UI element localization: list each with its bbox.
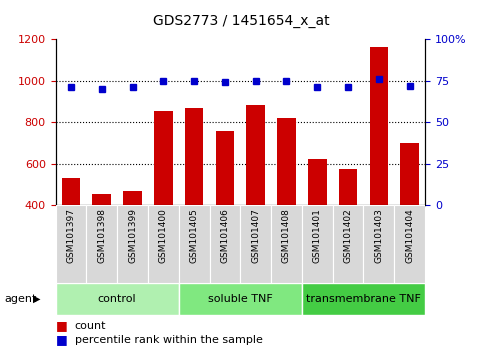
Bar: [215, 131, 234, 205]
Text: count: count: [75, 321, 106, 331]
Text: ■: ■: [56, 319, 67, 332]
Bar: [185, 108, 203, 205]
Text: GDS2773 / 1451654_x_at: GDS2773 / 1451654_x_at: [153, 14, 330, 28]
Text: GSM101408: GSM101408: [282, 209, 291, 263]
Text: ■: ■: [56, 333, 67, 346]
Text: control: control: [98, 294, 136, 304]
Text: ▶: ▶: [32, 294, 40, 304]
Bar: [92, 194, 111, 205]
Bar: [369, 47, 388, 205]
Bar: [271, 205, 302, 283]
Bar: [148, 205, 179, 283]
Text: GSM101400: GSM101400: [159, 209, 168, 263]
Bar: [154, 111, 172, 205]
Text: GSM101398: GSM101398: [97, 209, 106, 263]
Text: GSM101407: GSM101407: [251, 209, 260, 263]
Bar: [210, 205, 240, 283]
Text: GSM101397: GSM101397: [67, 209, 75, 263]
Bar: [308, 159, 327, 205]
Text: GSM101403: GSM101403: [374, 209, 384, 263]
Bar: [246, 105, 265, 205]
Bar: [86, 205, 117, 283]
Bar: [56, 283, 179, 315]
Text: transmembrane TNF: transmembrane TNF: [306, 294, 421, 304]
Bar: [364, 205, 394, 283]
Bar: [56, 205, 86, 283]
Text: GSM101406: GSM101406: [220, 209, 229, 263]
Bar: [302, 205, 333, 283]
Text: percentile rank within the sample: percentile rank within the sample: [75, 335, 263, 345]
Bar: [240, 205, 271, 283]
Bar: [302, 283, 425, 315]
Text: soluble TNF: soluble TNF: [208, 294, 273, 304]
Bar: [400, 143, 419, 205]
Bar: [179, 283, 302, 315]
Text: GSM101402: GSM101402: [343, 209, 353, 263]
Bar: [123, 191, 142, 205]
Bar: [339, 169, 357, 205]
Text: GSM101405: GSM101405: [190, 209, 199, 263]
Bar: [333, 205, 364, 283]
Bar: [277, 118, 296, 205]
Bar: [117, 205, 148, 283]
Bar: [394, 205, 425, 283]
Text: GSM101401: GSM101401: [313, 209, 322, 263]
Bar: [179, 205, 210, 283]
Text: GSM101404: GSM101404: [405, 209, 414, 263]
Text: agent: agent: [5, 294, 37, 304]
Text: GSM101399: GSM101399: [128, 209, 137, 263]
Bar: [62, 178, 80, 205]
